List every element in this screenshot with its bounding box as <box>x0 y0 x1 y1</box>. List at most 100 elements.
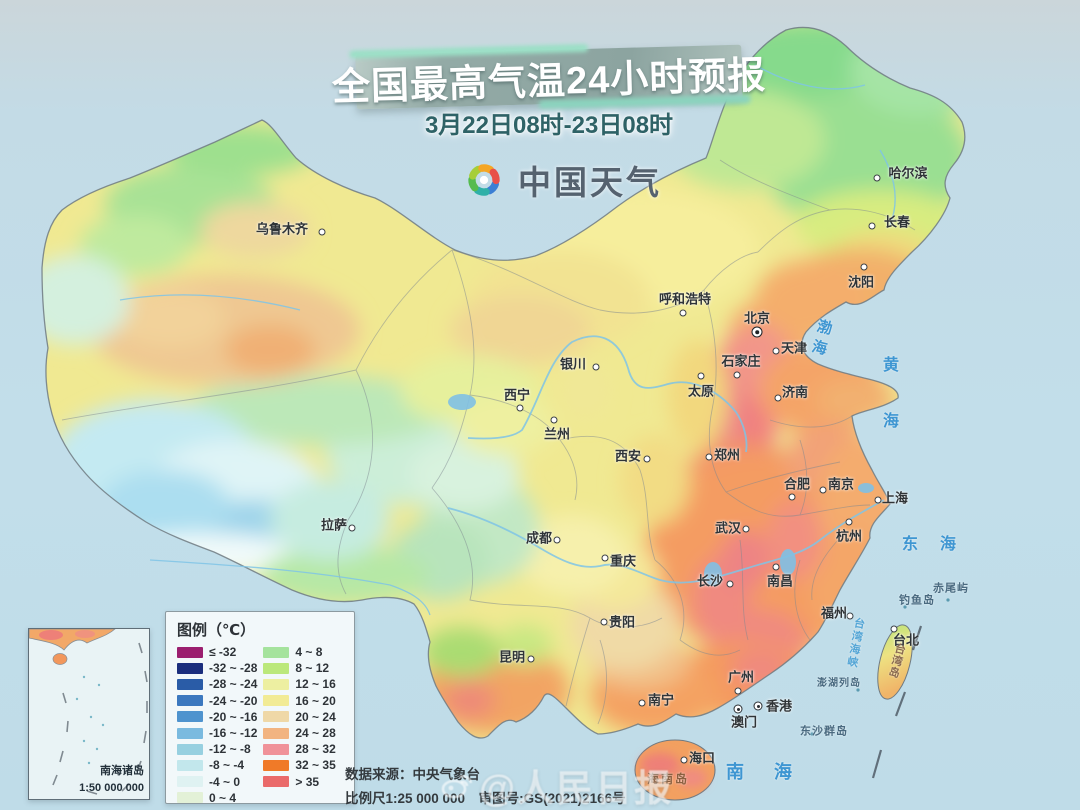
legend-swatch <box>177 678 203 690</box>
city-marker <box>553 536 561 544</box>
legend-row: 0 ~ 4 <box>177 790 257 806</box>
city-label: 南宁 <box>647 692 675 708</box>
city-label: 北京 <box>743 310 771 326</box>
sea-label-char: 海 <box>810 338 829 359</box>
city-marker <box>846 612 854 620</box>
temperature-legend: 图例（℃） ≤ -32 -32 ~ -28 -28 ~ -24 -24 ~ -20 -2… <box>165 611 355 806</box>
nine-dash-line <box>871 625 923 779</box>
city-marker <box>318 228 326 236</box>
city-marker <box>680 756 688 764</box>
legend-swatch <box>177 711 203 723</box>
city-marker <box>592 363 600 371</box>
legend-row: -4 ~ 0 <box>177 774 257 790</box>
city-label: 沈阳 <box>847 274 875 290</box>
city-marker <box>860 263 868 271</box>
legend-range: -32 ~ -28 <box>209 661 258 676</box>
city-marker <box>679 309 687 317</box>
legend-row: 12 ~ 16 <box>263 676 336 692</box>
map-scale-text: 比例尺1:25 000 000 审图号:GS(2021)2166号 <box>345 791 626 806</box>
city-marker <box>527 655 535 663</box>
legend-range: -24 ~ -20 <box>209 693 258 708</box>
legend-row: 4 ~ 8 <box>263 644 335 660</box>
sea-label: 澎湖列岛 <box>817 678 861 689</box>
legend-row: 24 ~ 28 <box>263 725 336 741</box>
legend-range: 4 ~ 8 <box>295 645 323 660</box>
city-label: 天津 <box>780 340 808 356</box>
city-label: 太原 <box>687 383 715 399</box>
city-label: 澳门 <box>730 714 758 730</box>
city-marker <box>516 404 524 412</box>
legend-row: -24 ~ -20 <box>177 693 257 709</box>
city-label: 长春 <box>883 214 911 230</box>
city-label: 杭州 <box>835 528 863 544</box>
city-marker <box>697 372 705 380</box>
city-marker <box>873 174 881 182</box>
legend-row: 8 ~ 12 <box>263 660 335 676</box>
legend-column-left: ≤ -32 -32 ~ -28 -28 ~ -24 -24 ~ -20 -20 ~ -1… <box>177 644 257 806</box>
sea-label: 赤尾屿 <box>933 582 969 595</box>
map-footer: 数据来源：中央气象台 比例尺1:25 000 000 审图号:GS(2021)2… <box>345 763 626 807</box>
city-marker <box>733 371 741 379</box>
sea-label-char: 湾 <box>850 630 864 644</box>
legend-swatch <box>263 711 290 723</box>
legend-title: 图例（℃） <box>177 622 256 639</box>
city-marker <box>890 625 898 633</box>
legend-row: 16 ~ 20 <box>263 693 336 709</box>
city-marker <box>819 486 827 494</box>
city-marker <box>868 222 876 230</box>
pinwheel-logo-icon <box>468 164 500 196</box>
legend-range: 12 ~ 16 <box>295 677 336 692</box>
city-marker <box>751 326 763 338</box>
title-ribbon: 全国最高气温24小时预报 <box>331 44 767 110</box>
city-label: 兰州 <box>543 426 571 442</box>
legend-swatch <box>177 727 203 739</box>
city-label: 济南 <box>781 384 809 400</box>
taiwan-island <box>877 624 913 700</box>
city-label: 上海 <box>881 490 909 506</box>
legend-range: -4 ~ 0 <box>209 774 241 789</box>
city-marker <box>788 493 796 501</box>
city-marker <box>726 580 734 588</box>
sea-label: 台湾岛 <box>887 643 906 681</box>
hainan-island <box>634 739 716 801</box>
rivers <box>119 64 896 616</box>
page-title: 全国最高气温24小时预报 <box>331 54 767 109</box>
city-marker <box>600 618 608 626</box>
legend-swatch <box>177 646 203 658</box>
legend-swatch <box>177 662 203 674</box>
city-marker <box>638 699 646 707</box>
legend-range: -16 ~ -12 <box>209 726 258 741</box>
sea-label-char: 渤 <box>815 317 834 338</box>
legend-range: 20 ~ 24 <box>295 709 336 724</box>
legend-swatch <box>263 727 290 739</box>
legend-row: -20 ~ -16 <box>177 709 257 725</box>
china-weather-logo: 中国天气 <box>460 156 662 204</box>
city-marker <box>734 687 742 695</box>
islets <box>810 598 950 736</box>
yangtze-river <box>447 499 885 584</box>
sea-label: 黄海 <box>883 358 899 430</box>
city-label: 合肥 <box>783 476 811 492</box>
city-marker <box>550 416 558 424</box>
legend-swatch <box>263 759 290 771</box>
legend-range: 8 ~ 12 <box>295 661 330 676</box>
legend-swatch <box>263 776 290 788</box>
city-marker <box>348 524 356 532</box>
forecast-period: 3月22日08时-23日08时 <box>424 112 674 139</box>
city-label: 广州 <box>727 669 755 685</box>
city-marker <box>601 554 609 562</box>
city-marker <box>845 518 853 526</box>
city-label: 银川 <box>559 356 587 372</box>
legend-row: -16 ~ -12 <box>177 725 257 741</box>
sea-label-char: 黄 <box>882 357 900 374</box>
legend-columns: ≤ -32 -32 ~ -28 -28 ~ -24 -24 ~ -20 -20 ~ -1… <box>177 644 354 806</box>
china-outline <box>41 26 966 739</box>
province-boundaries <box>61 159 916 725</box>
city-marker <box>874 496 882 504</box>
legend-range: 16 ~ 20 <box>295 693 336 708</box>
city-marker <box>772 347 780 355</box>
legend-row: -12 ~ -8 <box>177 741 257 757</box>
